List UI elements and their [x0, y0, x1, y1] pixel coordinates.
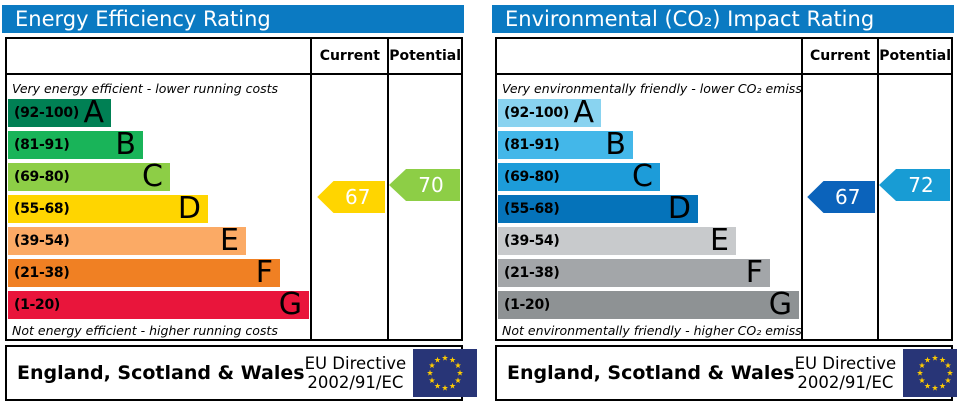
band-range: (81-91): [14, 137, 70, 153]
band-letter: F: [255, 255, 273, 290]
band-range: (1-20): [14, 297, 61, 313]
band-letter: B: [605, 127, 626, 162]
bottom-caption: Not energy efficient - higher running co…: [12, 323, 278, 338]
band-e: (39-54) E: [8, 223, 246, 258]
bottom-caption: Not environmentally friendly - higher CO…: [502, 323, 801, 338]
panel-title-environmental: Environmental (CO₂) Impact Rating: [492, 5, 954, 33]
panel-title-energy: Energy Efficiency Rating: [2, 5, 464, 33]
eu-directive-line2: 2002/91/EC: [797, 373, 894, 392]
column-header-current: Current: [803, 39, 878, 75]
potential-column: Potential 72: [879, 39, 951, 339]
region-label: England, Scotland & Wales: [507, 362, 795, 384]
band-range: (39-54): [14, 233, 70, 249]
band-letter: D: [667, 191, 691, 226]
band-f: (21-38) F: [498, 255, 770, 290]
environmental-impact-panel: Environmental (CO₂) Impact Rating Very e…: [492, 0, 957, 404]
potential-rating-arrow: 70: [389, 169, 460, 201]
band-a: (92-100) A: [498, 95, 601, 130]
rating-table-energy: Very energy efficient - lower running co…: [5, 37, 463, 341]
band-range: (81-91): [504, 137, 560, 153]
eu-directive-line1: EU Directive: [304, 353, 407, 373]
band-f: (21-38) F: [8, 255, 280, 290]
band-range: (92-100): [504, 105, 569, 121]
band-letter: G: [278, 287, 302, 322]
band-range: (69-80): [14, 169, 70, 185]
band-letter: G: [768, 287, 792, 322]
band-range: (21-38): [14, 265, 70, 281]
bands-column: Very environmentally friendly - lower CO…: [497, 39, 803, 339]
eu-directive-label: EU Directive 2002/91/EC: [795, 354, 897, 393]
top-caption: Very energy efficient - lower running co…: [12, 81, 279, 96]
eu-flag-icon: [903, 349, 957, 397]
band-range: (1-20): [504, 297, 551, 313]
band-b: (81-91) B: [498, 127, 633, 162]
band-range: (92-100): [14, 105, 79, 121]
band-letter: E: [710, 223, 729, 258]
band-g: (1-20) G: [498, 287, 799, 322]
band-a: (92-100) A: [8, 95, 111, 130]
bands-body: Very environmentally friendly - lower CO…: [497, 75, 801, 339]
band-letter: E: [220, 223, 239, 258]
potential-rating-value: 70: [418, 173, 444, 197]
band-b: (81-91) B: [8, 127, 143, 162]
bands-body: Very energy efficient - lower running co…: [7, 75, 310, 339]
band-range: (55-68): [14, 201, 70, 217]
band-c: (69-80) C: [8, 159, 170, 194]
corner-cell: [7, 39, 311, 75]
top-caption: Very environmentally friendly - lower CO…: [502, 81, 801, 96]
potential-column: Potential 70: [389, 39, 461, 339]
eu-directive-line1: EU Directive: [794, 353, 897, 373]
band-range: (69-80): [504, 169, 560, 185]
energy-efficiency-panel: Energy Efficiency Rating Very energy eff…: [2, 0, 478, 404]
band-g: (1-20) G: [8, 287, 309, 322]
band-d: (55-68) D: [8, 191, 208, 226]
current-rating-arrow: 67: [317, 181, 386, 213]
footer: England, Scotland & Wales EU Directive 2…: [495, 345, 957, 401]
region-label: England, Scotland & Wales: [17, 362, 305, 384]
band-letter: C: [632, 159, 653, 194]
band-letter: B: [115, 127, 136, 162]
eu-directive-line2: 2002/91/EC: [307, 373, 404, 392]
band-letter: A: [83, 95, 104, 130]
current-column: Current 67: [312, 39, 390, 339]
footer: England, Scotland & Wales EU Directive 2…: [5, 345, 478, 401]
band-c: (69-80) C: [498, 159, 660, 194]
potential-rating-value: 72: [908, 173, 934, 197]
bands-column: Very energy efficient - lower running co…: [7, 39, 313, 339]
column-header-potential: Potential: [389, 39, 461, 75]
current-column: Current 67: [803, 39, 880, 339]
column-header-current: Current: [312, 39, 388, 75]
band-range: (39-54): [504, 233, 560, 249]
band-letter: D: [177, 191, 201, 226]
potential-rating-arrow: 72: [879, 169, 950, 201]
band-letter: F: [745, 255, 763, 290]
band-d: (55-68) D: [498, 191, 698, 226]
band-e: (39-54) E: [498, 223, 736, 258]
eu-flag-icon: [413, 349, 478, 397]
eu-directive-label: EU Directive 2002/91/EC: [305, 354, 407, 393]
rating-table-environmental: Very environmentally friendly - lower CO…: [495, 37, 953, 341]
band-range: (21-38): [504, 265, 560, 281]
current-rating-value: 67: [834, 185, 861, 209]
current-rating-value: 67: [344, 185, 371, 209]
column-header-potential: Potential: [879, 39, 951, 75]
corner-cell: [497, 39, 801, 75]
band-letter: C: [142, 159, 163, 194]
band-letter: A: [573, 95, 594, 130]
band-range: (55-68): [504, 201, 560, 217]
current-rating-arrow: 67: [807, 181, 876, 213]
